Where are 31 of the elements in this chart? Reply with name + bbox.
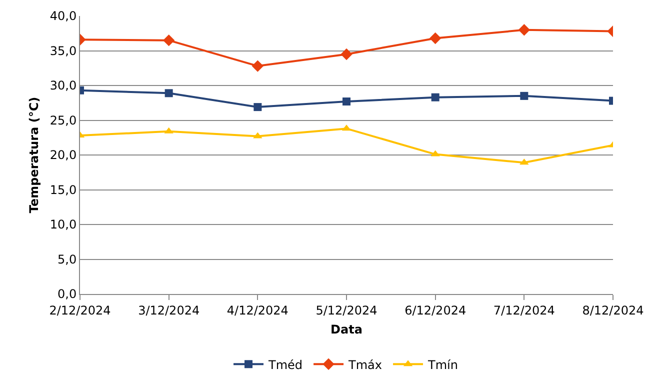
- point: [518, 24, 530, 36]
- x-axis-title: Data: [330, 322, 362, 336]
- y-tick-label: 30,0: [50, 78, 77, 93]
- x-tick-label: 2/12/2024: [49, 303, 111, 318]
- point: [431, 93, 440, 102]
- y-tick-label: 40,0: [50, 9, 77, 24]
- y-axis-title: Temperatura (°C): [27, 96, 42, 214]
- x-tick-label: 3/12/2024: [138, 303, 200, 318]
- legend-label: Tméd: [268, 358, 303, 372]
- x-tick-label: 5/12/2024: [316, 303, 378, 318]
- y-tick-label: 0,0: [58, 287, 77, 302]
- y-tick-label: 20,0: [50, 148, 77, 162]
- point: [520, 92, 528, 100]
- x-tick-label: 8/12/2024: [582, 303, 644, 318]
- point: [252, 60, 264, 72]
- point: [342, 97, 350, 106]
- y-tick-label: 35,0: [50, 44, 77, 58]
- y-tick-label: 15,0: [50, 182, 77, 197]
- y-tick-label: 10,0: [50, 218, 77, 232]
- legend-label: Tmáx: [348, 358, 382, 372]
- x-tick-label: 4/12/2024: [226, 303, 288, 318]
- point: [429, 32, 442, 44]
- x-tick-label: 6/12/2024: [404, 303, 466, 318]
- y-tick-label: 5,0: [58, 252, 77, 266]
- y-tick-label: 25,0: [50, 113, 77, 128]
- legend-label: Tmín: [427, 358, 458, 372]
- point: [340, 48, 352, 60]
- point: [164, 89, 173, 98]
- x-tick-label: 7/12/2024: [493, 303, 555, 318]
- point: [162, 34, 175, 46]
- point: [254, 103, 262, 112]
